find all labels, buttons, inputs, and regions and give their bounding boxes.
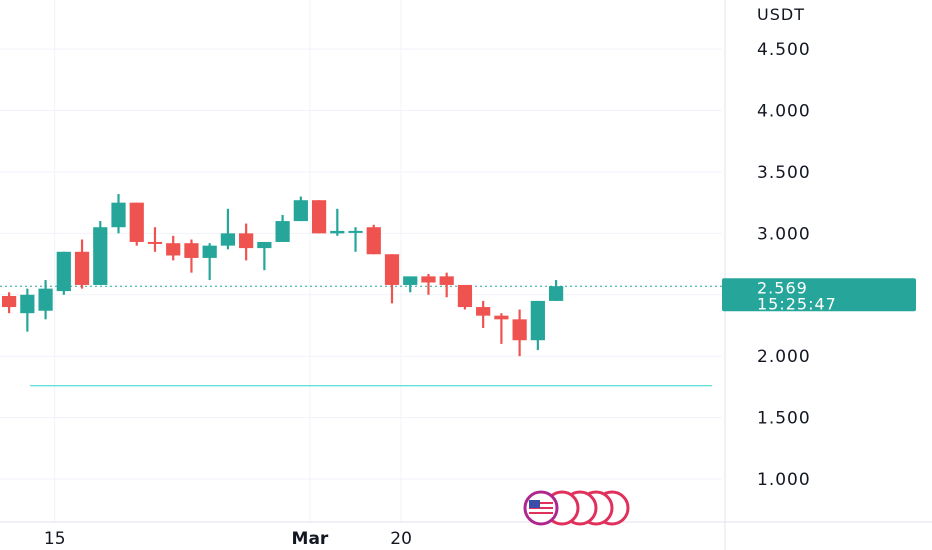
price-tick-label: 3.500 [757,163,811,183]
candle-body [202,245,217,258]
candle-down [311,200,327,234]
time-tick-label: 15 [44,529,66,549]
candle-up [38,280,53,320]
price-tick-label: 4.000 [757,102,811,122]
candle-up [220,208,236,250]
candle-body [147,241,163,244]
candle-body [348,230,363,233]
candle-down [494,313,509,344]
us-flag-event-icon[interactable] [523,490,630,526]
candle-down [2,292,17,314]
candle-body [293,200,308,222]
candle-up [530,300,545,351]
candle-down [457,284,473,310]
candle-up [548,280,564,301]
candle-body [275,221,290,242]
candle-down [74,239,90,289]
candle-body [439,276,454,285]
candle-body [129,202,144,242]
candle-down [439,272,454,298]
time-tick-label: 20 [390,529,412,549]
price-tick-label: 1.000 [757,470,811,490]
candle-up [20,288,35,332]
candle-body [111,202,126,228]
candle-body [384,254,400,285]
candle-body [2,296,17,308]
candle-down [512,309,527,357]
candles [2,194,564,357]
candle-body [20,294,35,314]
candle-body [476,307,491,316]
candle-body [494,315,509,320]
current-price-label: 2.569 [757,278,808,297]
price-tick-label: 4.500 [757,40,811,60]
candle-body [330,230,345,234]
candle-down [166,235,181,261]
candle-up [202,243,217,281]
price-axis-ticks: 4.500 4.000 3.500 3.000 2.000 1.500 1.000 [757,40,811,490]
candle-body [239,233,254,249]
candle-down [239,223,254,261]
price-tick-label: 3.000 [757,224,811,244]
candle-body [220,233,236,246]
candle-down [476,300,491,328]
candle-body [403,276,418,285]
candle-body [366,227,381,255]
bar-countdown-label: 15:25:47 [757,294,837,313]
candle-down [384,254,400,304]
candle-down [129,202,144,246]
candle-up [111,194,126,234]
candle-body [56,251,71,292]
current-price-tag: 2.569 15:25:47 [722,278,916,313]
candle-up [403,276,418,293]
price-tick-label: 1.500 [757,409,811,429]
candle-body [421,276,436,283]
candle-down [421,273,436,295]
candle-up [293,196,308,222]
candle-body [457,284,473,308]
candle-body [512,319,527,341]
candle-body [93,227,108,285]
horizontal-grid [0,48,722,480]
candle-down [147,227,163,252]
candle-body [74,251,90,285]
time-axis-ticks: 15 Mar 20 [44,529,412,549]
candle-up [330,208,345,236]
candle-body [38,288,53,311]
candle-up [257,241,272,271]
candle-up [275,214,290,242]
candle-body [548,286,564,301]
price-tick-label: 2.000 [757,347,811,367]
candle-down [366,224,381,255]
candle-up [56,251,71,295]
candle-body [184,243,199,258]
time-tick-label: Mar [292,529,329,549]
candle-up [348,227,363,252]
candle-body [530,300,545,341]
candle-down [184,239,199,273]
candle-up [93,221,108,285]
candle-body [166,243,181,256]
candle-body [257,241,272,249]
price-axis-unit: USDT [757,5,805,24]
candle-body [311,200,327,234]
vertical-grid [54,0,402,522]
